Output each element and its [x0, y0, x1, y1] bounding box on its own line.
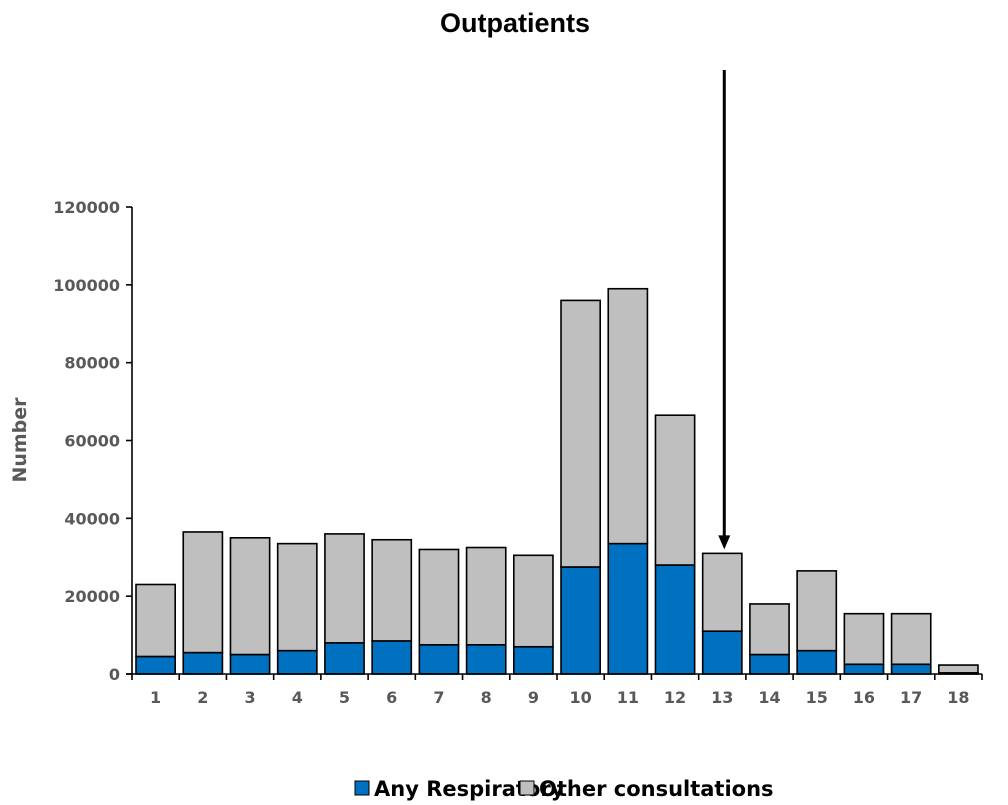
bar-other-consultations-3 [229, 536, 271, 656]
y-tick-label: 80000 [64, 354, 120, 373]
bar-other-consultations-7 [418, 548, 460, 646]
legend-swatch-other-consultations [519, 780, 535, 796]
y-tick-label: 100000 [53, 276, 120, 295]
x-tick-label: 2 [197, 688, 208, 707]
x-tick-label: 5 [339, 688, 350, 707]
x-tick-label: 18 [947, 688, 969, 707]
x-tick-label: 9 [528, 688, 539, 707]
chart-title: Outpatients [440, 8, 590, 38]
x-tick-label: 13 [711, 688, 733, 707]
bar-any-respiratory-8 [465, 644, 507, 675]
y-tick-label: 20000 [64, 587, 120, 606]
x-tick-label: 4 [292, 688, 303, 707]
annotation-arrow-head [718, 535, 731, 550]
bar-other-consultations-14 [749, 603, 790, 656]
x-tick-label: 11 [617, 688, 639, 707]
y-tick-label: 40000 [64, 509, 120, 528]
bar-any-respiratory-10 [560, 566, 602, 675]
x-tick-label: 16 [853, 688, 875, 707]
y-axis-label: Number [9, 397, 31, 483]
bar-any-respiratory-9 [512, 645, 554, 675]
legend-label-other-consultations: Other consultations [539, 777, 774, 801]
x-tick-label: 12 [664, 688, 686, 707]
bar-other-consultations-6 [371, 538, 413, 642]
bars-group [135, 287, 979, 675]
bar-any-respiratory-12 [654, 564, 696, 675]
bar-any-respiratory-14 [749, 653, 790, 675]
bar-any-respiratory-16 [843, 663, 885, 675]
x-tick-label: 14 [758, 688, 780, 707]
bar-other-consultations-12 [654, 414, 696, 566]
x-tick-label: 3 [244, 688, 255, 707]
x-tick-label: 6 [386, 688, 397, 707]
bar-any-respiratory-2 [182, 651, 224, 675]
bar-any-respiratory-5 [324, 642, 365, 675]
bar-other-consultations-17 [890, 612, 932, 666]
bar-other-consultations-9 [512, 554, 554, 648]
bar-other-consultations-16 [843, 612, 885, 666]
x-tick-label: 17 [900, 688, 922, 707]
bar-any-respiratory-3 [229, 653, 271, 675]
bar-other-consultations-18 [937, 664, 979, 674]
bar-other-consultations-1 [135, 583, 176, 658]
legend-swatch-any-respiratory [354, 780, 370, 796]
bar-any-respiratory-17 [890, 663, 932, 675]
bar-any-respiratory-4 [276, 649, 318, 675]
bar-other-consultations-15 [796, 570, 838, 652]
x-tick-label: 7 [433, 688, 444, 707]
annotation-group [718, 70, 731, 550]
bar-other-consultations-8 [465, 546, 507, 646]
bar-other-consultations-13 [701, 552, 743, 632]
bar-other-consultations-2 [182, 531, 224, 654]
bar-any-respiratory-6 [371, 640, 413, 675]
y-tick-label: 120000 [53, 198, 120, 217]
y-tick-label: 60000 [64, 432, 120, 451]
x-tick-label: 15 [806, 688, 828, 707]
bar-other-consultations-5 [324, 533, 365, 644]
bar-any-respiratory-1 [135, 655, 176, 675]
x-tick-label: 10 [569, 688, 591, 707]
y-tick-label: 0 [109, 665, 120, 684]
bar-any-respiratory-13 [701, 630, 743, 675]
bar-other-consultations-4 [276, 542, 318, 652]
x-tick-label: 1 [150, 688, 161, 707]
bar-any-respiratory-7 [418, 644, 460, 675]
x-tick-label: 8 [481, 688, 492, 707]
bar-other-consultations-10 [560, 299, 602, 568]
legend: Any Respiratory Other consultations [354, 777, 774, 801]
bar-any-respiratory-11 [607, 542, 649, 675]
legend-label-any-respiratory: Any Respiratory [374, 777, 565, 801]
bar-other-consultations-11 [607, 287, 649, 545]
bar-any-respiratory-15 [796, 649, 838, 675]
